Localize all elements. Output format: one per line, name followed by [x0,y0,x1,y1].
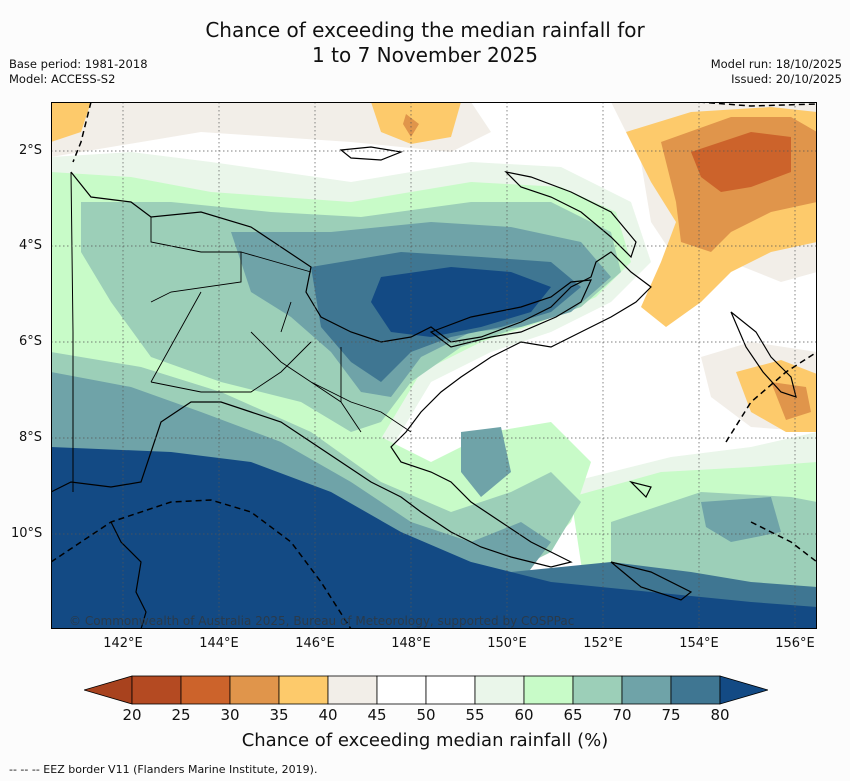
colorbar-bin [621,675,672,705]
title-line-2: 1 to 7 November 2025 [312,43,538,67]
colorbar-tick-label: 20 [122,706,142,724]
colorbar-bin [376,675,427,705]
coastline-new-ireland [504,171,637,259]
model-run: Model run: 18/10/2025 [710,57,842,71]
zone-85-centre [371,267,551,337]
zone-85-south [51,447,817,629]
title-line-1: Chance of exceeding the median rainfall … [205,18,645,42]
eez-borders [51,102,817,629]
lon-label-152e: 152°E [583,636,623,651]
colorbar-bin [474,675,525,705]
zone-75-south [701,497,781,542]
colorbar-bin [278,675,329,705]
colorbar-bin [131,675,182,705]
colorbar-tick-label: 75 [661,706,681,724]
lon-label-146e: 146°E [295,636,335,651]
zone-30-n [403,114,419,137]
colorbar-bin [523,675,574,705]
lon-label-144e: 144°E [199,636,239,651]
colorbar-tick-label: 60 [514,706,534,724]
colorbar-bin [229,675,280,705]
colorbar-tick-label: 65 [563,706,583,724]
border-indonesia-png [70,171,74,492]
colorbar-bin [670,675,721,705]
province-borders [150,217,412,433]
lat-label-10s: 10°S [11,526,43,541]
colorbar-tick-label: 55 [465,706,485,724]
base-period: Base period: 1981-2018 [9,57,148,71]
lat-label-6s: 6°S [19,334,43,349]
colorbar-extend-high [719,675,768,705]
run-info: Model run: 18/10/2025 Issued: 20/10/2025 [711,57,842,87]
colorbar-tick-label: 30 [220,706,240,724]
colorbar-tick-label: 35 [269,706,289,724]
colorbar-bin [572,675,623,705]
lon-label-142e: 142°E [103,636,143,651]
zone-75-mid [461,427,511,497]
lat-label-2s: 2°S [19,143,43,158]
coastline-new-guinea [51,171,652,568]
lat-label-4s: 4°S [19,238,43,253]
colorbar-tick-label: 80 [710,706,730,724]
model-name: Model: ACCESS-S2 [9,72,116,86]
zone-25-east [691,132,791,192]
colorbar-bin [180,675,231,705]
rainfall-map [51,102,817,629]
coastline-bougainville [730,311,797,398]
coastline-australia [110,521,147,629]
lon-label-154e: 154°E [679,636,719,651]
eez-legend: -- -- -- EEZ border V11 (Flanders Marine… [9,763,318,776]
colorbar-tick-label: 70 [612,706,632,724]
colorbar-tick-label: 25 [171,706,191,724]
coastline-solomons [610,480,693,601]
colorbar-bin [327,675,378,705]
colorbar-tick-label: 40 [318,706,338,724]
colorbar-tick-label: 45 [367,706,387,724]
lat-label-8s: 8°S [19,430,43,445]
issued-date: Issued: 20/10/2025 [731,72,842,86]
zone-35-nw [51,102,91,142]
lon-label-150e: 150°E [487,636,527,651]
copyright-notice: © Commonwealth of Australia 2025, Bureau… [69,614,575,628]
map-frame [51,102,817,629]
coastline-manus [339,146,404,161]
model-info: Base period: 1981-2018 Model: ACCESS-S2 [9,57,148,87]
colorbar-title: Chance of exceeding median rainfall (%) [241,730,609,751]
map-title: Chance of exceeding the median rainfall … [0,18,850,68]
colorbar [84,675,768,705]
lon-label-156e: 156°E [775,636,815,651]
colorbar-bin [425,675,476,705]
lon-label-148e: 148°E [391,636,431,651]
coastline-new-britain [429,279,592,348]
colorbar-extend-low [84,675,133,705]
colorbar-tick-label: 50 [416,706,436,724]
